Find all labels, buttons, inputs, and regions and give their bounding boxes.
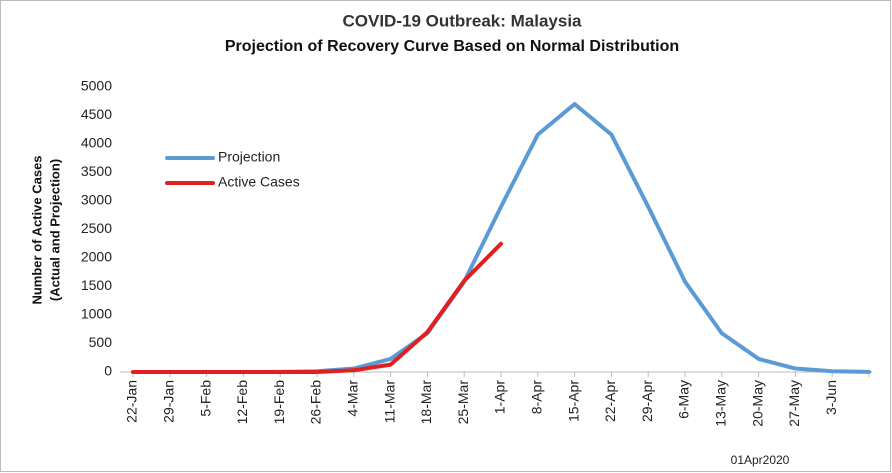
- x-tick-label: 6-May: [676, 380, 692, 419]
- x-tick-label: 29-Apr: [639, 380, 655, 422]
- chart-title: COVID-19 Outbreak: Malaysia: [342, 11, 582, 30]
- chart-subtitle: Projection of Recovery Curve Based on No…: [225, 38, 679, 55]
- y-tick-label: 1500: [81, 277, 112, 293]
- x-tick-label: 29-Jan: [161, 380, 177, 423]
- y-tick-label: 0: [104, 363, 112, 379]
- x-tick-label: 19-Feb: [271, 380, 287, 425]
- x-tick-label: 20-May: [749, 380, 765, 427]
- x-tick-label: 22-Apr: [602, 380, 618, 422]
- y-axis-title: (Actual and Projection): [47, 159, 62, 301]
- x-tick-label: 26-Feb: [308, 380, 324, 425]
- y-tick-label: 5000: [81, 78, 112, 94]
- x-tick-label: 15-Apr: [565, 380, 581, 422]
- x-tick-label: 3-Jun: [823, 380, 839, 415]
- y-tick-label: 4500: [81, 106, 112, 122]
- x-tick-label: 11-Mar: [381, 380, 397, 424]
- legend-label: Active Cases: [218, 174, 300, 190]
- x-tick-label: 25-Mar: [455, 380, 471, 425]
- y-tick-label: 3000: [81, 192, 112, 208]
- date-note: 01Apr2020: [731, 453, 790, 467]
- y-tick-label: 1000: [81, 306, 112, 322]
- x-tick-label: 5-Feb: [197, 380, 213, 417]
- x-tick-label: 8-Apr: [529, 380, 545, 415]
- y-tick-label: 500: [89, 334, 113, 350]
- x-tick-label: 22-Jan: [124, 380, 140, 423]
- x-tick-label: 12-Feb: [234, 380, 250, 425]
- x-tick-label: 18-Mar: [418, 380, 434, 425]
- x-tick-label: 4-Mar: [345, 380, 361, 417]
- x-tick-label: 27-May: [786, 380, 802, 427]
- y-axis-title: Number of Active Cases: [29, 155, 44, 304]
- y-tick-label: 2000: [81, 249, 112, 265]
- y-tick-label: 2500: [81, 220, 112, 236]
- legend-label: Projection: [218, 149, 280, 165]
- series-line: [131, 241, 503, 374]
- y-tick-label: 3500: [81, 163, 112, 179]
- y-tick-label: 4000: [81, 135, 112, 151]
- x-tick-label: 13-May: [713, 380, 729, 427]
- x-tick-label: 1-Apr: [492, 380, 508, 415]
